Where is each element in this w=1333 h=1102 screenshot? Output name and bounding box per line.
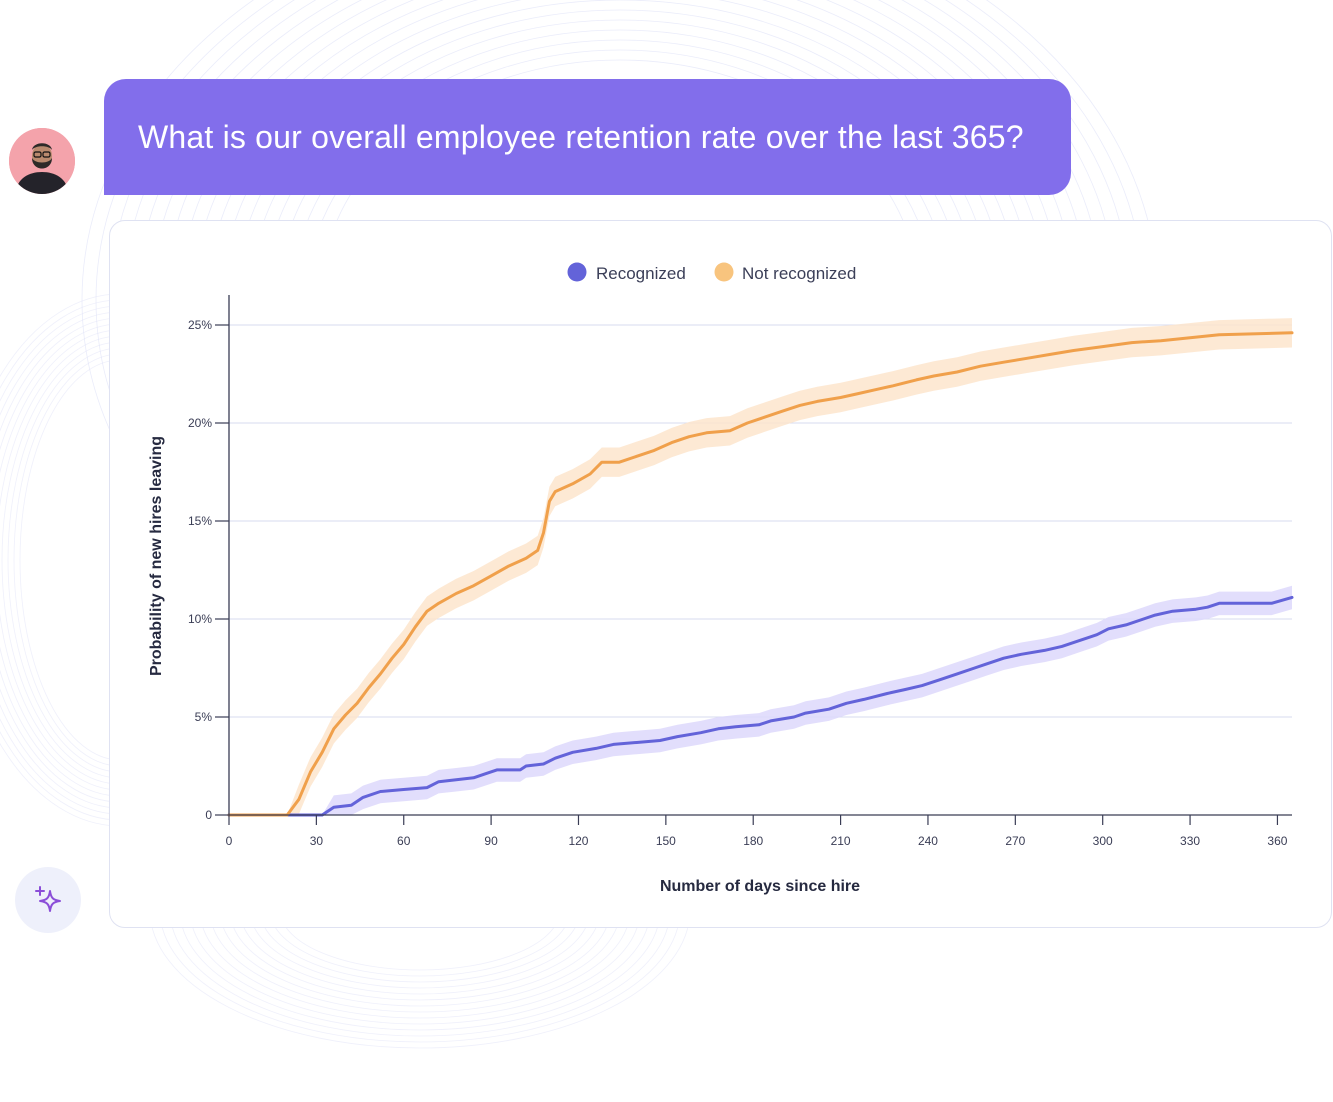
confidence-band-not-recognized: [229, 318, 1292, 815]
x-tick-label-270: 270: [1005, 834, 1025, 848]
x-tick-label-210: 210: [831, 834, 851, 848]
user-avatar: [9, 128, 75, 194]
x-tick-label-90: 90: [484, 834, 498, 848]
x-tick-label-30: 30: [310, 834, 324, 848]
x-tick-label-300: 300: [1093, 834, 1113, 848]
x-axis-label: Number of days since hire: [660, 878, 860, 895]
x-tick-label-330: 330: [1180, 834, 1200, 848]
sparkle-icon: [35, 886, 61, 912]
x-tick-label-240: 240: [918, 834, 938, 848]
user-prompt-text: What is our overall employee retention r…: [138, 118, 1024, 155]
x-tick-label-0: 0: [226, 834, 233, 848]
legend-label-not-recognized: Not recognized: [742, 264, 856, 283]
x-tick-label-60: 60: [397, 834, 411, 848]
x-tick-label-120: 120: [568, 834, 588, 848]
confidence-band-recognized: [229, 585, 1292, 815]
retention-chart: 0 5% 10% 15% 20% 25% 0 30 60 90 120 150 180 210 240 270…: [148, 262, 1294, 895]
legend-label-recognized: Recognized: [596, 264, 686, 283]
legend-marker-recognized: [567, 262, 587, 282]
series-line-recognized: [227, 595, 1294, 817]
x-tick-label-360: 360: [1267, 834, 1287, 848]
y-tick-label-20: 20%: [188, 416, 212, 430]
user-avatar-icon: [9, 128, 75, 194]
legend-marker-not-recognized: [714, 262, 734, 282]
y-tick-label-15: 15%: [188, 514, 212, 528]
x-tick-label-180: 180: [743, 834, 763, 848]
user-prompt-bubble: What is our overall employee retention r…: [104, 79, 1071, 195]
y-tick-label-10: 10%: [188, 612, 212, 626]
x-tick-label-150: 150: [656, 834, 676, 848]
y-axis-label: Probability of new hires leaving: [148, 436, 165, 676]
y-tick-label-5: 5%: [195, 710, 213, 724]
y-tick-label-0: 0: [205, 808, 212, 822]
assistant-button[interactable]: [15, 867, 81, 933]
y-tick-label-25: 25%: [188, 318, 212, 332]
chart-card: 0 5% 10% 15% 20% 25% 0 30 60 90 120 150 180 210 240 270…: [109, 220, 1332, 928]
series-line-not-recognized: [227, 331, 1294, 817]
